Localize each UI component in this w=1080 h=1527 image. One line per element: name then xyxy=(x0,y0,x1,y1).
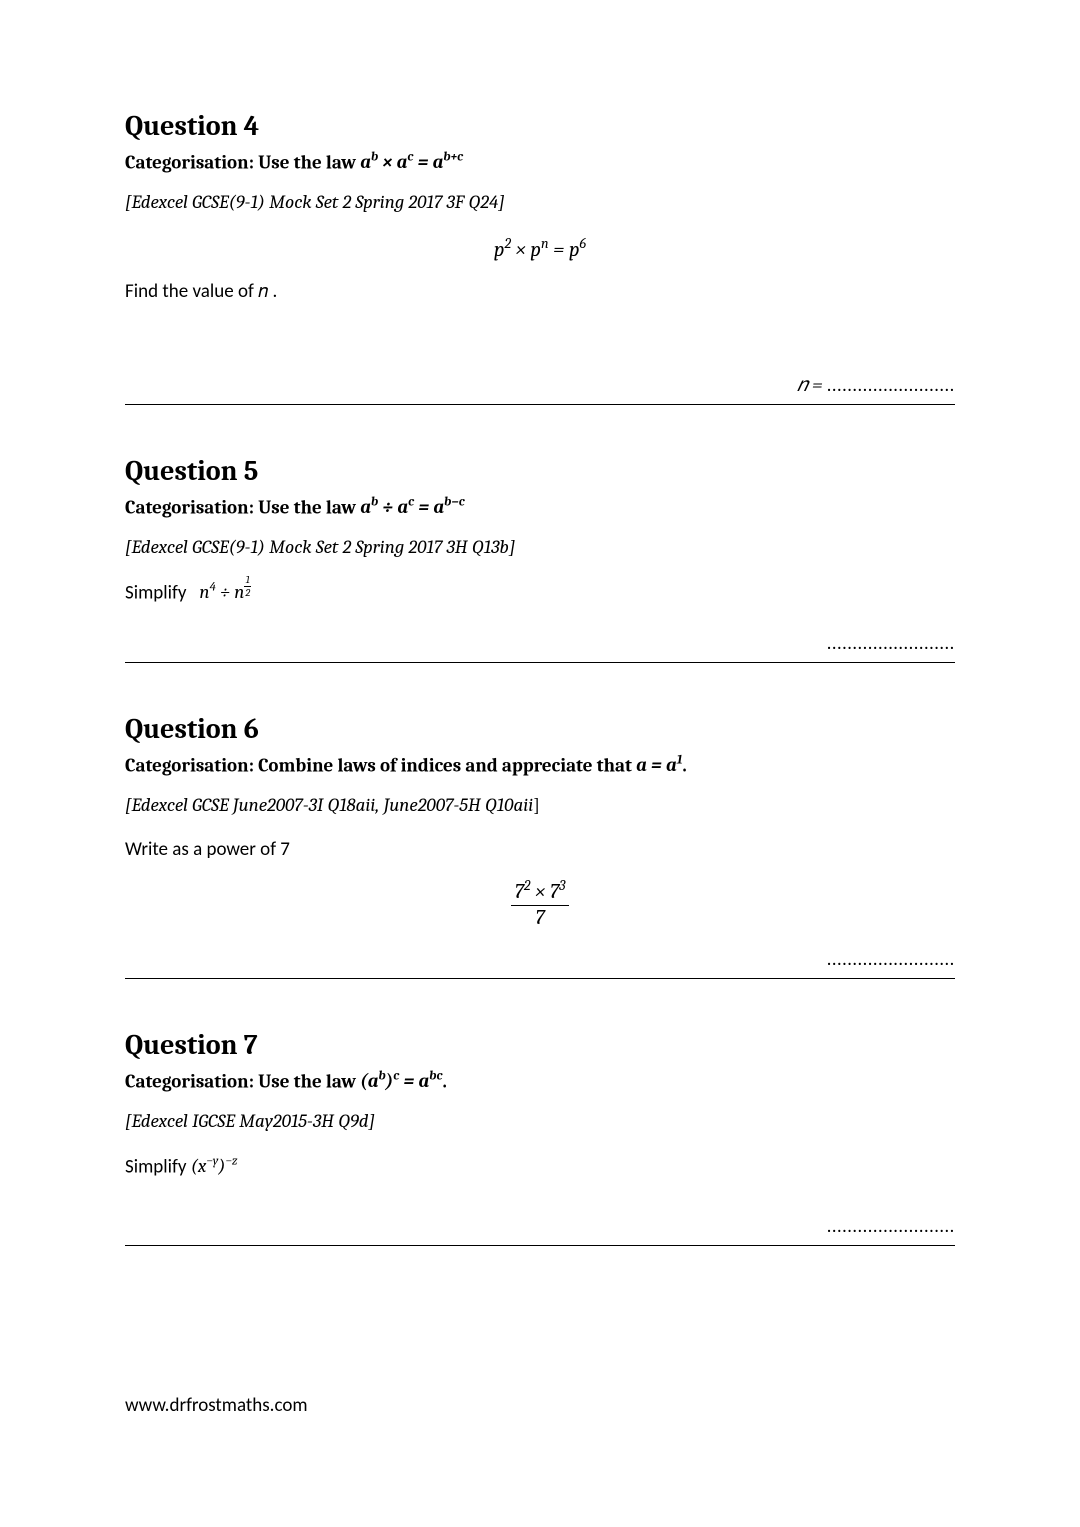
cat-prefix: Categorisation: Use the law xyxy=(125,1070,360,1092)
question-body: Simplify (x−y)−z xyxy=(125,1154,955,1178)
answer-line: ......................... xyxy=(125,947,955,970)
divider xyxy=(125,662,955,663)
answer-dots: ......................... xyxy=(827,1214,955,1237)
question-body: Find the value of 𝑛 . xyxy=(125,280,955,303)
answer-line: 𝑛 = ......................... xyxy=(125,373,955,396)
categorisation: Categorisation: Use the law ab ÷ ac = ab… xyxy=(125,493,955,522)
cat-prefix: Categorisation: Use the law xyxy=(125,151,360,173)
question-7: Question 7 Categorisation: Use the law (… xyxy=(125,1029,955,1246)
cat-prefix: Categorisation: Combine laws of indices … xyxy=(125,754,636,776)
categorisation: Categorisation: Use the law (ab)c = abc. xyxy=(125,1067,955,1096)
cat-math: (ab)c = abc xyxy=(360,1070,442,1092)
question-6: Question 6 Categorisation: Combine laws … xyxy=(125,713,955,979)
divider xyxy=(125,978,955,979)
divider xyxy=(125,1245,955,1246)
question-body: Write as a power of 7 xyxy=(125,838,955,861)
question-4: Question 4 Categorisation: Use the law a… xyxy=(125,110,955,405)
source-ref: [Edexcel GCSE(9-1) Mock Set 2 Spring 201… xyxy=(125,536,955,558)
question-title: Question 4 xyxy=(125,110,955,142)
answer-prefix: 𝑛 = xyxy=(797,373,827,396)
question-title: Question 7 xyxy=(125,1029,955,1061)
question-5: Question 5 Categorisation: Use the law a… xyxy=(125,455,955,663)
cat-suffix: . xyxy=(682,754,686,776)
answer-dots: ......................... xyxy=(827,373,955,396)
source-ref: [Edexcel IGCSE May2015-3H Q9d] xyxy=(125,1110,955,1132)
categorisation: Categorisation: Combine laws of indices … xyxy=(125,751,955,780)
footer-url: www.drfrostmaths.com xyxy=(125,1394,308,1417)
question-title: Question 6 xyxy=(125,713,955,745)
source-ref: [Edexcel GCSE June2007-3I Q18aii, June20… xyxy=(125,794,955,816)
answer-line: ......................... xyxy=(125,631,955,654)
equation: p2 × pn = p6 xyxy=(125,235,955,262)
question-title: Question 5 xyxy=(125,455,955,487)
categorisation: Categorisation: Use the law ab × ac = ab… xyxy=(125,148,955,177)
cat-math: ab × ac = ab+c xyxy=(360,151,463,173)
answer-dots: ......................... xyxy=(827,947,955,970)
cat-prefix: Categorisation: Use the law xyxy=(125,496,360,518)
divider xyxy=(125,404,955,405)
answer-dots: ......................... xyxy=(827,631,955,654)
cat-suffix: . xyxy=(443,1070,447,1092)
cat-math: ab ÷ ac = ab−c xyxy=(360,496,464,518)
equation: 72 × 737 xyxy=(125,879,955,929)
source-ref: [Edexcel GCSE(9-1) Mock Set 2 Spring 201… xyxy=(125,191,955,213)
cat-math: a = a1 xyxy=(636,754,682,776)
page-content: Question 4 Categorisation: Use the law a… xyxy=(0,0,1080,1246)
answer-line: ......................... xyxy=(125,1214,955,1237)
question-body: Simplify n4 ÷ n12 xyxy=(125,580,955,605)
